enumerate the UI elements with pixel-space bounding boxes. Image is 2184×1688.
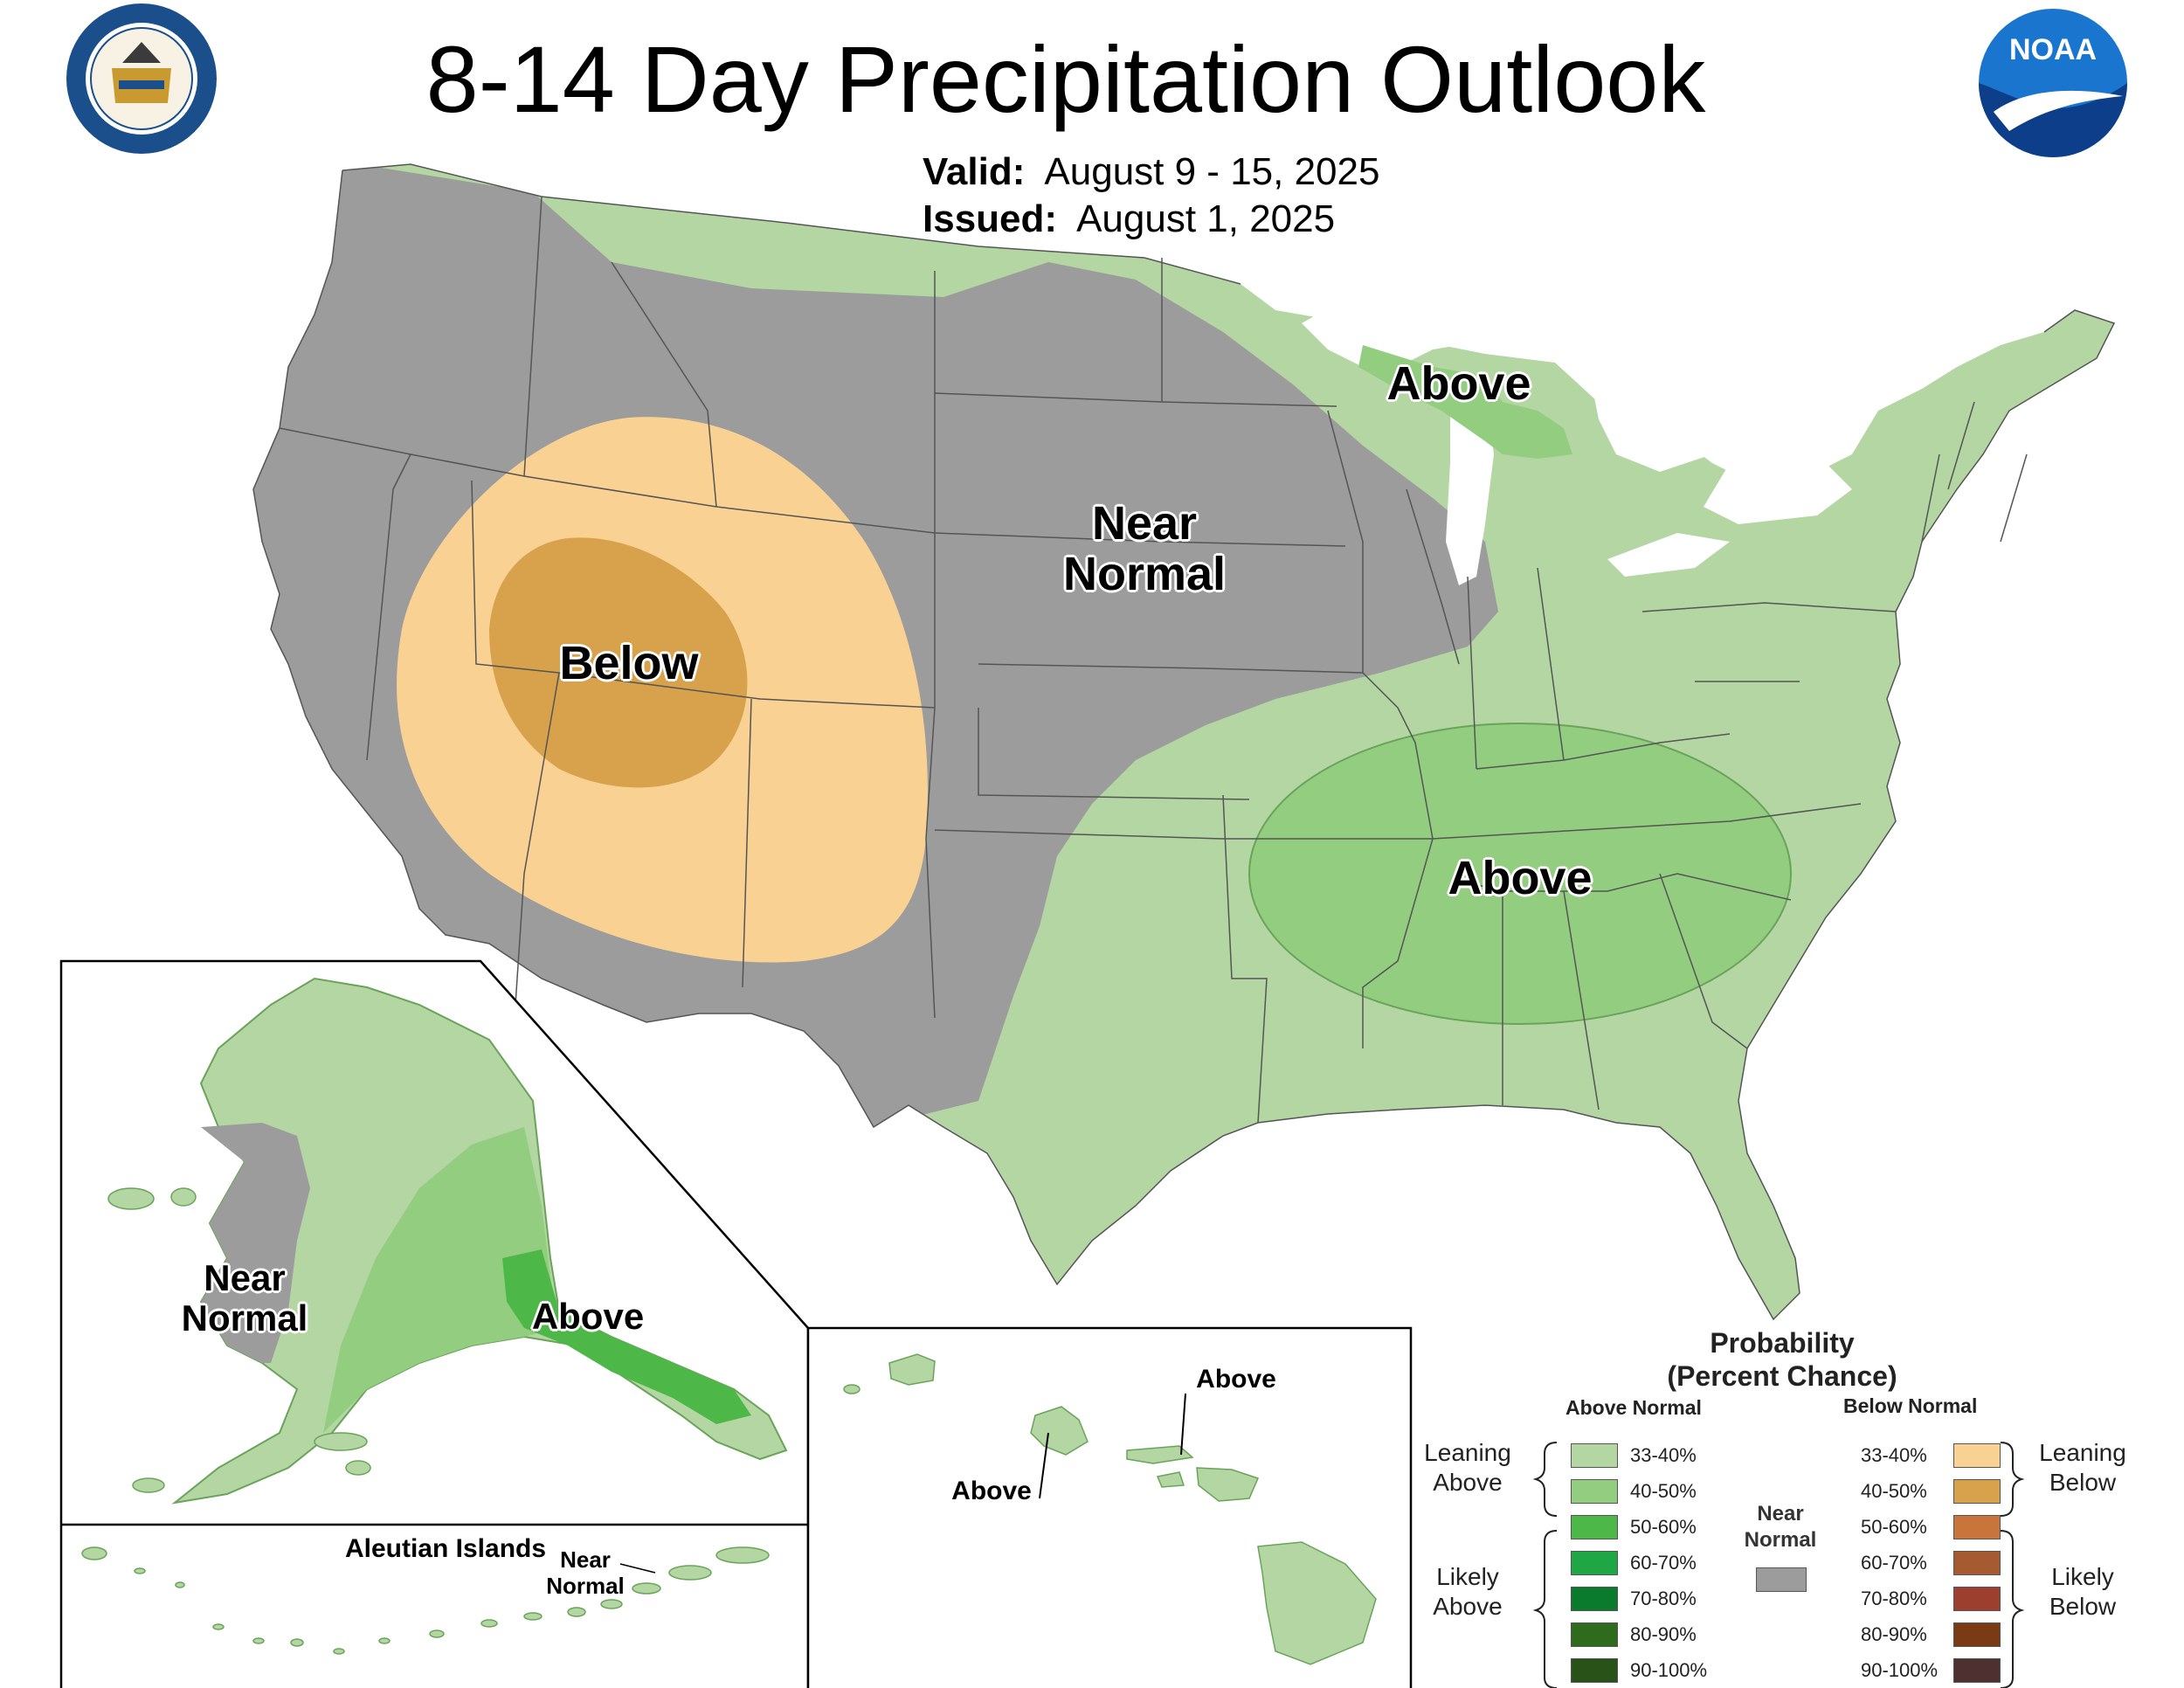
noaa-logo: NOAA	[1979, 9, 2127, 157]
hawaii-pointer-2	[1039, 1432, 1049, 1499]
conus-below-label: Below	[559, 637, 699, 689]
legend-below-header: Below Normal	[1843, 1394, 1978, 1417]
alaska-islands	[107, 1187, 371, 1493]
conus-near-normal-label: Near Normal	[1040, 498, 1249, 599]
alaska-near-normal-region	[201, 1123, 310, 1363]
legend-title-line-2: (Percent Chance)	[1667, 1360, 1897, 1392]
likely-above-line-1: Likely	[1436, 1563, 1499, 1590]
legend-below-item-swatch	[1953, 1479, 2001, 1504]
legend-above-item-swatch	[1571, 1622, 1618, 1647]
legend-below-item-swatch	[1953, 1622, 2001, 1647]
legend-leaning-above-label: Leaning Above	[1412, 1438, 1524, 1498]
alaska-above-40-50-region	[323, 1127, 559, 1433]
legend-below-item-label: 70-80%	[1861, 1588, 1927, 1609]
aleutian-islands-title: Aleutian Islands	[344, 1534, 547, 1563]
great-lakes	[1302, 280, 1852, 585]
legend-below-item-swatch	[1953, 1551, 2001, 1575]
legend-below-item-label: 50-60%	[1861, 1516, 1927, 1538]
leaning-below-line-2: Below	[2049, 1469, 2117, 1496]
page-title: 8-14 Day Precipitation Outlook	[425, 26, 1706, 132]
commerce-seal-logo	[66, 3, 217, 154]
legend-above-item-swatch	[1571, 1443, 1618, 1468]
valid-dates: August 9 - 15, 2025	[1044, 150, 1380, 193]
legend-below-item-swatch	[1953, 1515, 2001, 1539]
hawaii-pointer-1	[1180, 1393, 1186, 1456]
legend-title-line-1: Probability	[1710, 1327, 1855, 1359]
hawaii-above-label-1: Above	[1196, 1365, 1276, 1394]
above-40-50-north-region	[1358, 345, 1572, 459]
above-40-50-south-region	[1248, 723, 1792, 1025]
likely-below-line-1: Likely	[2051, 1563, 2114, 1590]
legend-above-item-label: 70-80%	[1630, 1588, 1697, 1609]
legend-likely-above-label: Likely Above	[1412, 1562, 1524, 1622]
legend-above-item-label: 50-60%	[1630, 1516, 1697, 1538]
aleutian-near-line-1: Near	[560, 1546, 611, 1573]
legend-above-item-label: 40-50%	[1630, 1480, 1697, 1502]
legend-above-item-label: 33-40%	[1630, 1444, 1697, 1466]
legend-below-item-label: 33-40%	[1861, 1444, 1927, 1466]
aleutian-pointer	[619, 1563, 656, 1574]
aleutian-island-chain	[81, 1546, 770, 1655]
legend-below-item-swatch	[1953, 1658, 2001, 1683]
legend-near-normal-swatch	[1756, 1567, 1807, 1592]
issued-label: Issued:	[923, 197, 1058, 240]
legend-above-item-swatch	[1571, 1551, 1618, 1575]
alaska-near-line-1: Near	[204, 1257, 286, 1298]
issued-date: August 1, 2025	[1076, 197, 1336, 240]
alaska-near-normal-label: Near Normal	[166, 1258, 323, 1339]
legend-above-item-swatch	[1571, 1587, 1618, 1611]
leaning-below-line-1: Leaning	[2039, 1439, 2126, 1466]
legend-below-item-label: 90-100%	[1861, 1659, 1939, 1681]
conus-near-label-line-2: Normal	[1062, 548, 1227, 600]
legend-below-item-swatch	[1953, 1443, 2001, 1468]
state-borders	[252, 163, 2116, 1321]
likely-below-line-2: Below	[2049, 1593, 2117, 1620]
legend-near-line-2: Normal	[1744, 1528, 1817, 1552]
legend-below-item-label: 40-50%	[1861, 1480, 1927, 1502]
conus-near-label-line-1: Near	[1091, 497, 1198, 550]
legend-below-item-label: 60-70%	[1861, 1552, 1927, 1574]
legend-below-item-swatch	[1953, 1587, 2001, 1611]
alaska-above-50-60-region	[502, 1249, 751, 1424]
legend-near-normal-label: Near Normal	[1731, 1501, 1829, 1553]
legend-title: Probability (Percent Chance)	[1634, 1326, 1931, 1393]
noaa-logo-text: NOAA	[2009, 33, 2097, 66]
legend-likely-below-label: Likely Below	[2027, 1562, 2139, 1622]
below-40-50-region	[489, 537, 748, 788]
hawaii-islands	[843, 1353, 1377, 1665]
leaning-above-line-2: Above	[1433, 1469, 1503, 1496]
legend-above-item-label: 60-70%	[1630, 1552, 1697, 1574]
hawaii-above-label-2: Above	[951, 1477, 1032, 1505]
legend-above-item-label: 80-90%	[1630, 1623, 1697, 1645]
legend-above-header: Above Normal	[1565, 1396, 1702, 1419]
legend-below-item-label: 80-90%	[1861, 1623, 1927, 1645]
alaska-near-line-2: Normal	[181, 1297, 308, 1339]
legend-above-item-label: 90-100%	[1630, 1659, 1708, 1681]
alaska-above-label: Above	[531, 1296, 645, 1337]
leaning-above-line-1: Leaning	[1424, 1439, 1511, 1466]
valid-issued-block: Valid: August 9 - 15, 2025 Issued: Augus…	[923, 149, 1379, 243]
aleutian-near-line-2: Normal	[546, 1573, 625, 1599]
legend-above-item-swatch	[1571, 1658, 1618, 1683]
valid-label: Valid:	[923, 150, 1026, 193]
aleutian-near-normal-label: Near Normal	[533, 1546, 638, 1599]
legend-leaning-below-label: Leaning Below	[2027, 1438, 2139, 1498]
legend-above-item-swatch	[1571, 1515, 1618, 1539]
conus-above-south-label: Above	[1448, 852, 1593, 904]
conus-above-north-label: Above	[1386, 357, 1531, 410]
legend-near-line-1: Near	[1757, 1502, 1804, 1525]
legend-above-item-swatch	[1571, 1479, 1618, 1504]
likely-above-line-2: Above	[1433, 1593, 1503, 1620]
